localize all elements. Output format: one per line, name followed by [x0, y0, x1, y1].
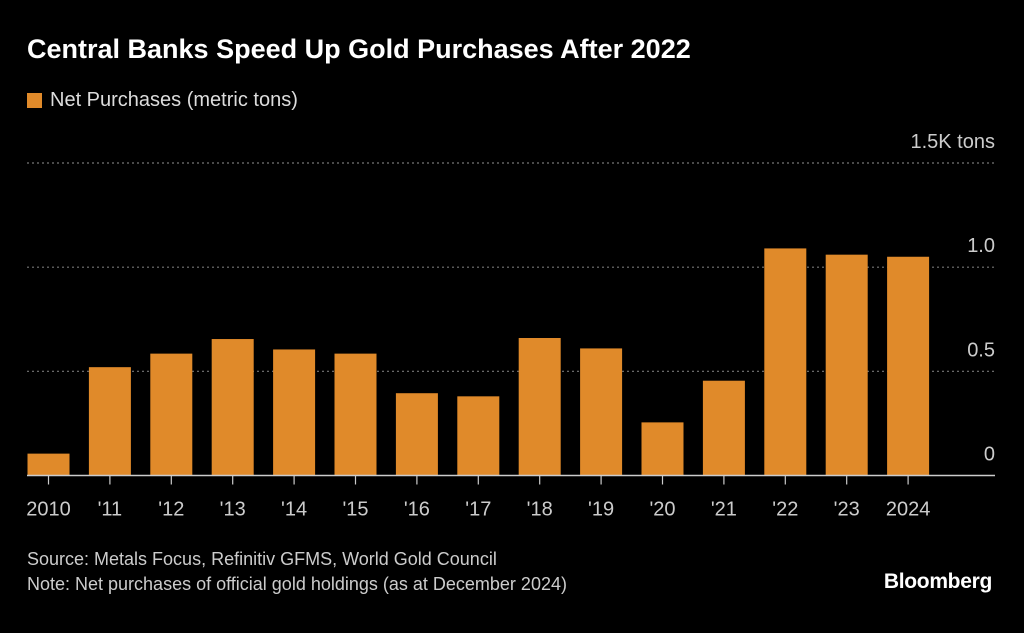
note-text: Note: Net purchases of official gold hol… — [27, 574, 567, 594]
bar — [641, 422, 684, 476]
footer-notes: Source: Metals Focus, Refinitiv GFMS, Wo… — [27, 547, 567, 597]
x-tick-label: '13 — [220, 499, 246, 521]
chart-title: Central Banks Speed Up Gold Purchases Af… — [27, 34, 691, 64]
legend-label: Net Purchases (metric tons) — [50, 89, 298, 111]
bar — [702, 380, 745, 476]
x-tick-label: '14 — [281, 499, 307, 521]
x-tick-label: 2010 — [26, 499, 71, 521]
legend: Net Purchases (metric tons) — [27, 89, 298, 112]
bar — [457, 396, 500, 476]
bloomberg-logo: Bloomberg — [883, 570, 992, 593]
x-tick-label: '23 — [834, 499, 860, 521]
bar — [27, 453, 70, 476]
bar — [334, 353, 377, 476]
y-tick-label: 0.5 — [967, 339, 995, 361]
bar — [395, 393, 438, 476]
y-tick-label: 1.0 — [967, 235, 995, 257]
y-tick-label: 0 — [984, 444, 995, 466]
bar — [88, 367, 131, 476]
bar — [825, 254, 868, 476]
x-tick-label: '21 — [711, 499, 737, 521]
x-tick-label: '18 — [527, 499, 553, 521]
x-tick-label: '11 — [98, 499, 123, 521]
bar — [150, 353, 193, 476]
x-tick-label: '20 — [649, 499, 675, 521]
bar — [518, 338, 561, 476]
x-tick-label: 2024 — [886, 499, 931, 521]
x-tick-label: '19 — [588, 499, 614, 521]
x-tick-label: '16 — [404, 499, 430, 521]
bar — [211, 339, 254, 476]
bar — [887, 256, 930, 476]
x-tick-label: '12 — [158, 499, 184, 521]
x-tick-label: '15 — [342, 499, 368, 521]
x-tick-label: '17 — [465, 499, 491, 521]
y-tick-label: 1.5K tons — [910, 131, 995, 153]
bar — [273, 349, 316, 476]
bar — [580, 348, 623, 476]
legend-swatch — [27, 93, 42, 108]
bar — [764, 248, 807, 476]
x-tick-label: '22 — [772, 499, 798, 521]
source-text: Source: Metals Focus, Refinitiv GFMS, Wo… — [27, 549, 497, 569]
